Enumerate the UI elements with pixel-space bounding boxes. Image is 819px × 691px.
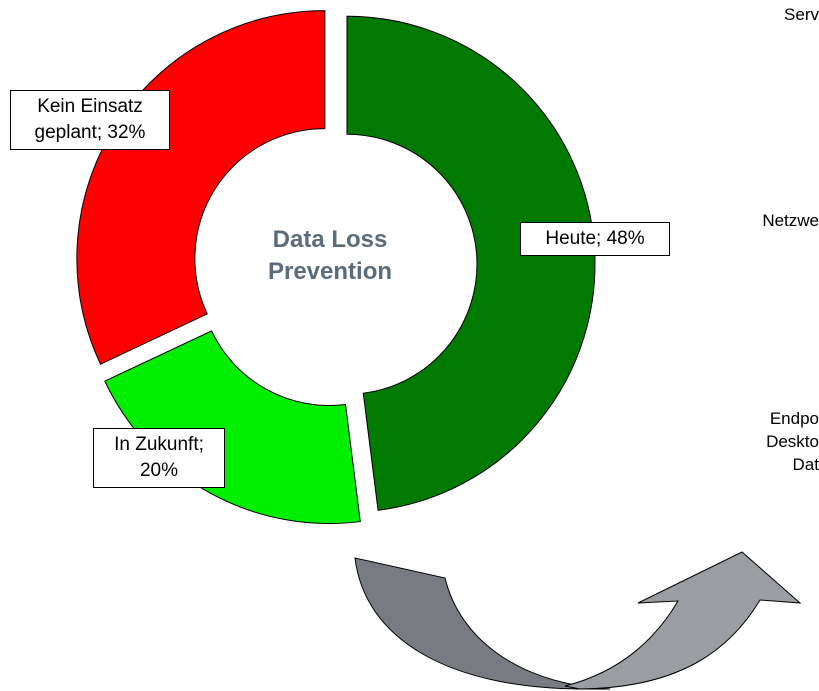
chart-title: Data Loss Prevention	[267, 226, 393, 285]
annotation: Netzwe	[762, 211, 819, 230]
arrow-dark	[354, 557, 611, 690]
donut-segment	[346, 15, 596, 511]
annotation: Dat	[792, 455, 819, 474]
annotation: Endpo	[769, 409, 819, 428]
data-label: Kein Einsatz geplant; 32%	[10, 90, 170, 150]
annotation: Serv	[784, 5, 819, 24]
annotation: Deskto	[766, 432, 819, 451]
data-label: In Zukunft; 20%	[93, 428, 225, 488]
data-label: Heute; 48%	[520, 222, 670, 256]
donut-segment	[104, 330, 361, 524]
arrow-light	[564, 551, 802, 690]
donut-segment	[76, 10, 326, 365]
